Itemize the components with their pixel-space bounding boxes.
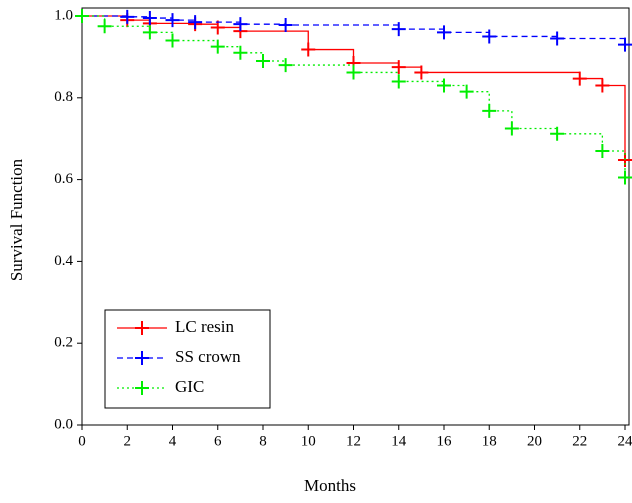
censor-marker <box>233 46 247 60</box>
censor-marker <box>550 127 564 141</box>
censor-marker <box>256 54 270 68</box>
censor-marker <box>392 22 406 36</box>
survival-line <box>82 16 625 160</box>
censor-marker <box>482 29 496 43</box>
x-tick-label: 10 <box>301 433 316 449</box>
legend-label: LC resin <box>175 317 235 336</box>
y-tick-label: 0.4 <box>54 253 73 269</box>
x-tick-label: 4 <box>169 433 177 449</box>
censor-marker <box>98 19 112 33</box>
x-axis-label: Months <box>304 476 356 495</box>
legend-label: GIC <box>175 377 204 396</box>
y-tick-label: 0.8 <box>54 89 73 105</box>
x-tick-label: 14 <box>391 433 407 449</box>
censor-marker <box>166 13 180 27</box>
censor-marker <box>595 79 609 93</box>
censor-marker <box>618 171 632 185</box>
censor-marker <box>460 85 474 99</box>
censor-marker <box>482 104 496 118</box>
survival-line <box>82 16 625 45</box>
censor-marker <box>75 9 89 23</box>
x-tick-label: 18 <box>482 433 497 449</box>
x-tick-label: 0 <box>78 433 86 449</box>
x-tick-label: 24 <box>618 433 632 449</box>
y-tick-label: 1.0 <box>54 7 73 23</box>
censor-marker <box>437 79 451 93</box>
censor-marker <box>233 17 247 31</box>
censor-marker <box>437 25 451 39</box>
censor-marker <box>595 144 609 158</box>
censor-marker <box>279 58 293 72</box>
censor-marker <box>188 15 202 29</box>
survival-line <box>82 16 625 178</box>
censor-marker <box>550 31 564 45</box>
censor-marker <box>279 18 293 32</box>
censor-marker <box>392 74 406 88</box>
censor-marker <box>573 72 587 86</box>
x-tick-label: 2 <box>124 433 132 449</box>
x-tick-label: 8 <box>259 433 267 449</box>
censor-marker <box>211 40 225 54</box>
x-tick-label: 6 <box>214 433 222 449</box>
y-tick-label: 0.2 <box>54 335 73 351</box>
y-tick-label: 0.6 <box>54 171 73 187</box>
censor-marker <box>143 25 157 39</box>
censor-marker <box>301 43 315 57</box>
x-tick-label: 22 <box>572 433 587 449</box>
y-tick-label: 0.0 <box>54 416 73 432</box>
censor-marker <box>347 65 361 79</box>
y-axis-label: Survival Function <box>7 158 26 281</box>
x-tick-label: 12 <box>346 433 361 449</box>
x-tick-label: 16 <box>437 433 453 449</box>
censor-marker <box>392 60 406 74</box>
censor-marker <box>166 34 180 48</box>
censor-marker <box>618 38 632 52</box>
legend-label: SS crown <box>175 347 241 366</box>
censor-marker <box>505 121 519 135</box>
censor-marker <box>120 10 134 24</box>
x-tick-label: 20 <box>527 433 542 449</box>
